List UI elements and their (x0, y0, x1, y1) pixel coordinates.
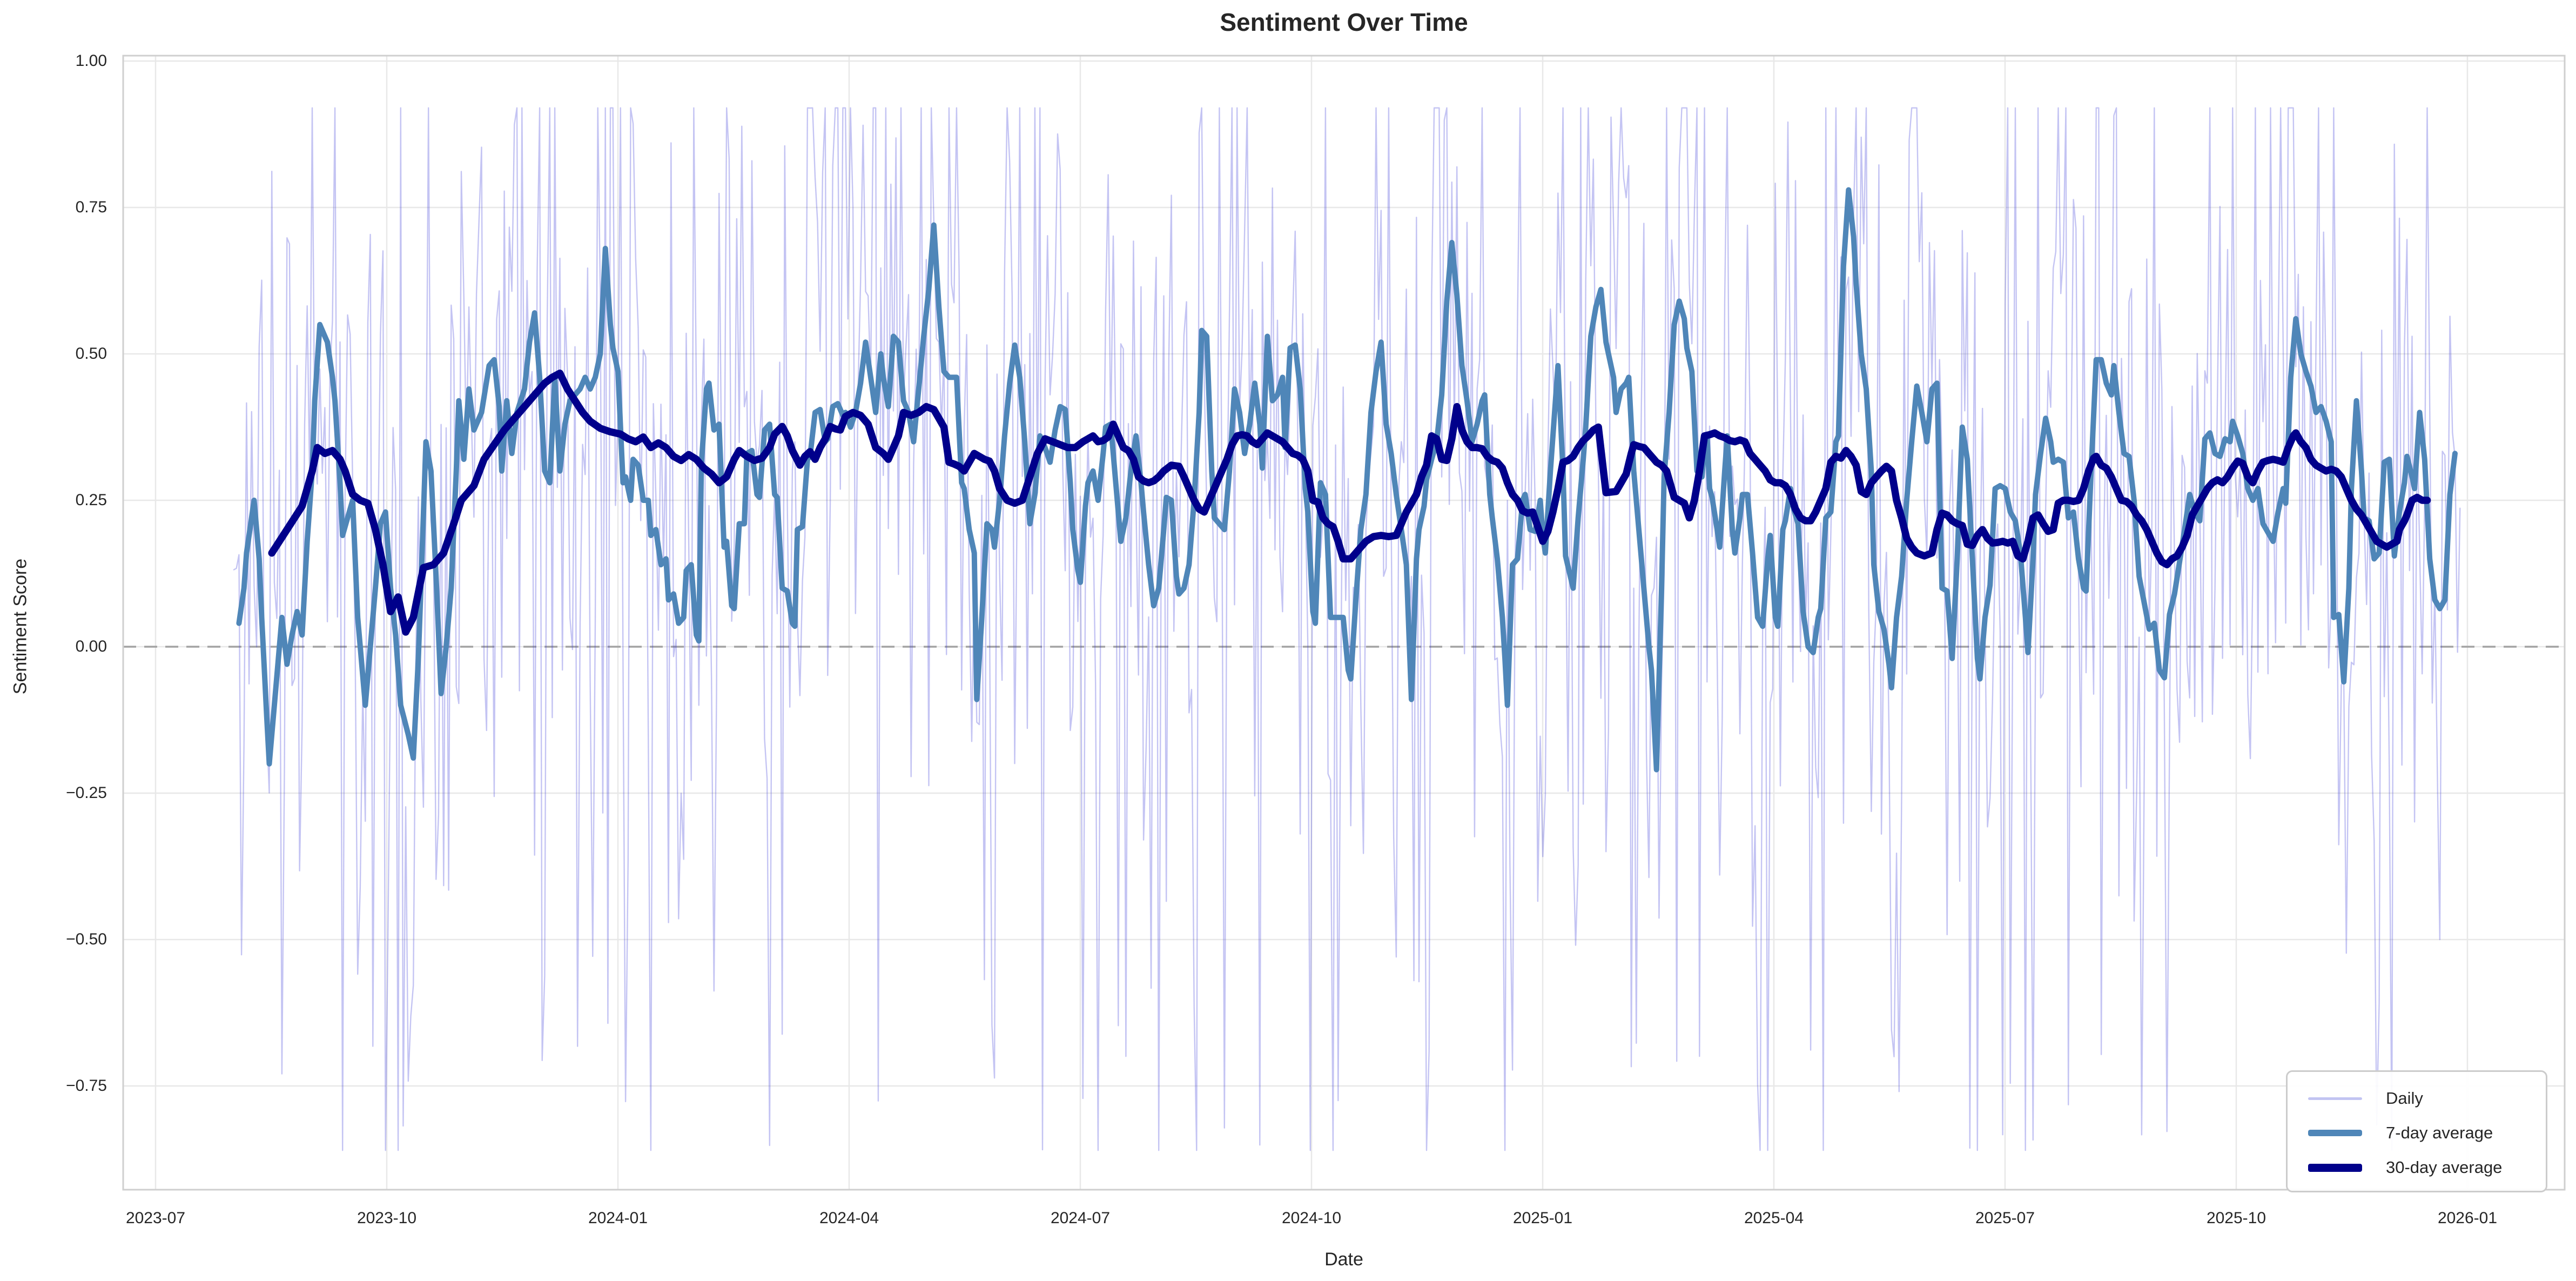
x-tick-label: 2023-10 (357, 1209, 417, 1227)
y-tick-label: −0.25 (66, 784, 107, 802)
gridlines (123, 56, 2565, 1190)
x-axis-label: Date (1324, 1249, 1363, 1270)
x-tick-label: 2024-10 (1281, 1209, 1342, 1227)
x-tick-label: 2024-04 (819, 1209, 879, 1227)
y-tick-label: 1.00 (75, 52, 107, 70)
chart-title: Sentiment Over Time (1220, 8, 1468, 36)
x-tick-label: 2023-07 (125, 1209, 186, 1227)
x-tick-label: 2025-01 (1512, 1209, 1573, 1227)
x-tick-label: 2026-01 (2437, 1209, 2498, 1227)
daily-line-swatch (2308, 1097, 2362, 1100)
seven-day-line (236, 187, 2458, 773)
x-tick-label: 2024-07 (1050, 1209, 1111, 1227)
legend-item-daily: Daily (2288, 1078, 2546, 1118)
x-tick-label: 2025-07 (1975, 1209, 2035, 1227)
legend-item-7day: 7-day average (2288, 1113, 2546, 1153)
y-tick-label: 0.25 (75, 491, 107, 509)
y-tick-label: 0.50 (75, 345, 107, 363)
legend-label-7day: 7-day average (2386, 1123, 2493, 1142)
y-tick-label: −0.50 (66, 930, 107, 948)
seven-day-line-swatch (2308, 1130, 2362, 1136)
legend: Daily 7-day average 30-day average (2286, 1070, 2547, 1192)
legend-item-30day: 30-day average (2288, 1148, 2546, 1188)
x-tick-label: 2024-01 (588, 1209, 648, 1227)
x-tick-label: 2025-10 (2206, 1209, 2266, 1227)
y-tick-label: 0.75 (75, 198, 107, 216)
legend-label-daily: Daily (2386, 1089, 2423, 1108)
thirty-day-line (268, 370, 2431, 636)
thirty-day-line-swatch (2308, 1163, 2362, 1172)
x-tick-label: 2025-04 (1744, 1209, 1804, 1227)
y-tick-label: −0.75 (66, 1077, 107, 1095)
plot-border (122, 55, 2566, 1191)
y-tick-label: 0.00 (75, 638, 107, 655)
legend-label-30day: 30-day average (2386, 1158, 2503, 1177)
y-axis-label: Sentiment Score (10, 558, 31, 695)
